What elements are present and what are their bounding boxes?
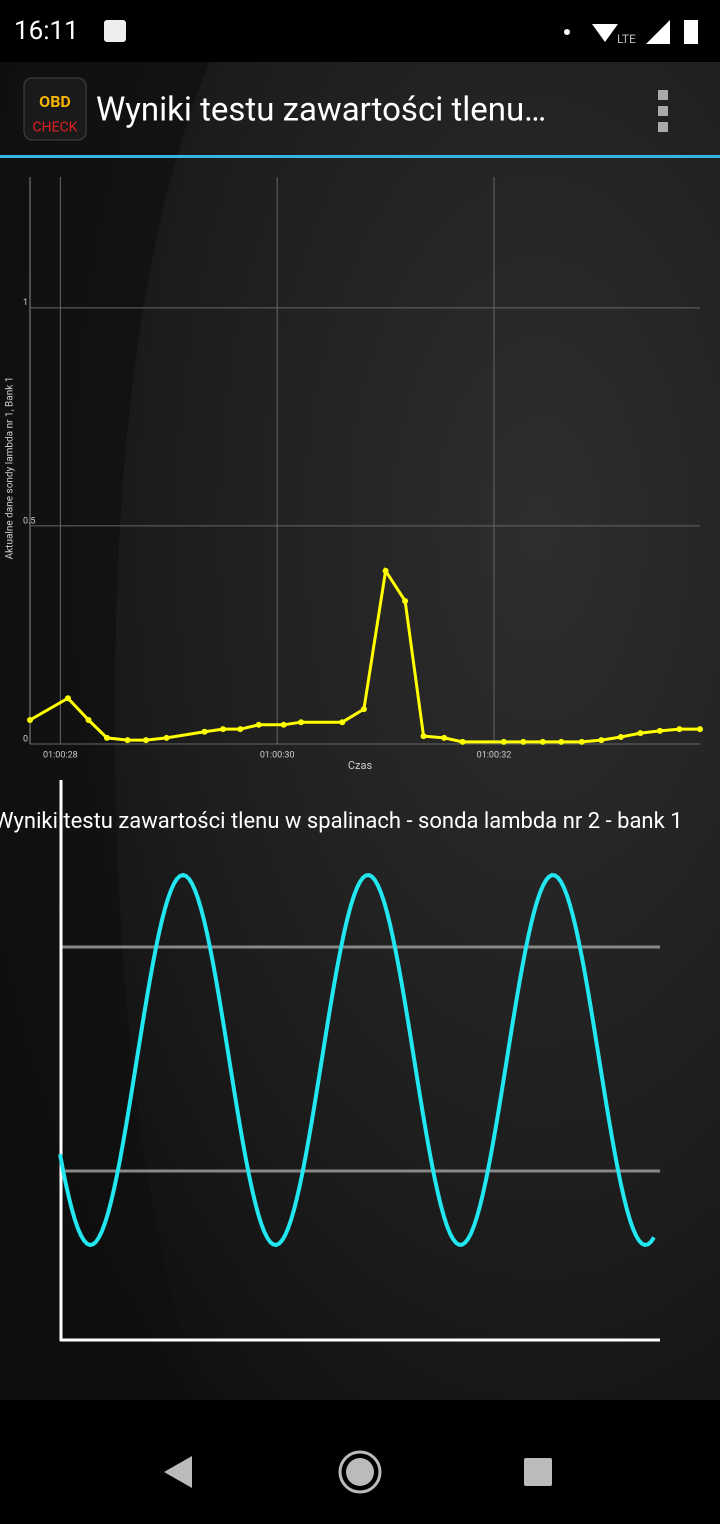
data-point	[27, 717, 33, 724]
wifi-icon	[592, 24, 618, 42]
data-point	[617, 734, 624, 741]
data-point	[382, 567, 389, 574]
data-point	[441, 734, 448, 741]
y-tick-label: 0	[23, 734, 28, 744]
home-button[interactable]	[338, 1450, 382, 1494]
data-icon	[564, 29, 570, 35]
data-point	[420, 733, 427, 740]
back-button[interactable]	[164, 1456, 192, 1488]
data-point	[339, 719, 346, 726]
data-point	[219, 726, 226, 733]
menu-dot	[658, 90, 668, 100]
data-point	[103, 734, 110, 741]
data-point	[298, 719, 305, 726]
data-point	[539, 738, 546, 745]
menu-dot	[658, 106, 668, 116]
data-point	[656, 727, 663, 734]
y-tick-label: 1	[23, 298, 28, 308]
data-point	[201, 728, 208, 735]
overflow-menu[interactable]	[658, 90, 668, 132]
chart-2: Wyniki testu zawartości tlenu w spalinac…	[0, 780, 683, 1342]
data-point	[124, 737, 131, 744]
chart-1: Aktualne dane sondy lambda nr 1, Bank 1 …	[5, 177, 703, 772]
status-time: 16:11	[14, 16, 79, 46]
app-bar-divider	[0, 155, 720, 158]
home-dot	[346, 1458, 374, 1486]
data-point	[360, 706, 367, 713]
data-point	[64, 695, 71, 702]
data-point	[558, 738, 565, 745]
signal-icon	[646, 20, 670, 44]
data-point	[598, 737, 605, 744]
data-point	[255, 721, 262, 728]
x-axis-label: Czas	[348, 759, 373, 772]
recents-button[interactable]	[524, 1458, 552, 1486]
data-point	[163, 734, 170, 741]
data-point	[143, 737, 150, 744]
x-tick-label: 01:00:32	[477, 750, 512, 760]
menu-dot	[658, 122, 668, 132]
data-point	[697, 726, 703, 733]
data-point	[520, 738, 527, 745]
data-point	[500, 738, 507, 745]
data-point	[459, 738, 466, 745]
network-type: LTE	[617, 32, 636, 46]
data-point	[578, 738, 585, 745]
app-title: Wyniki testu zawartości tlenu…	[96, 91, 546, 130]
data-point	[237, 726, 244, 733]
battery-icon	[684, 20, 698, 44]
app-icon-top: OBD	[39, 92, 71, 111]
data-point	[280, 721, 287, 728]
y-tick-label: 0.5	[23, 516, 36, 526]
data-point	[85, 717, 92, 724]
x-tick-label: 01:00:30	[260, 750, 295, 760]
app-icon-bottom: CHECK	[33, 120, 78, 136]
notification-icon	[104, 20, 126, 42]
x-tick-label: 01:00:28	[43, 750, 78, 760]
data-point	[637, 730, 644, 737]
data-point	[402, 597, 409, 604]
home-ring	[338, 1450, 382, 1494]
wave-line	[58, 872, 656, 1248]
y-axis-label: Aktualne dane sondy lambda nr 1, Bank 1	[5, 377, 16, 560]
data-point	[676, 726, 683, 733]
app-icon	[23, 77, 87, 141]
background-shadow	[0, 62, 210, 1400]
chart-title: Wyniki testu zawartości tlenu w spalinac…	[0, 809, 683, 834]
